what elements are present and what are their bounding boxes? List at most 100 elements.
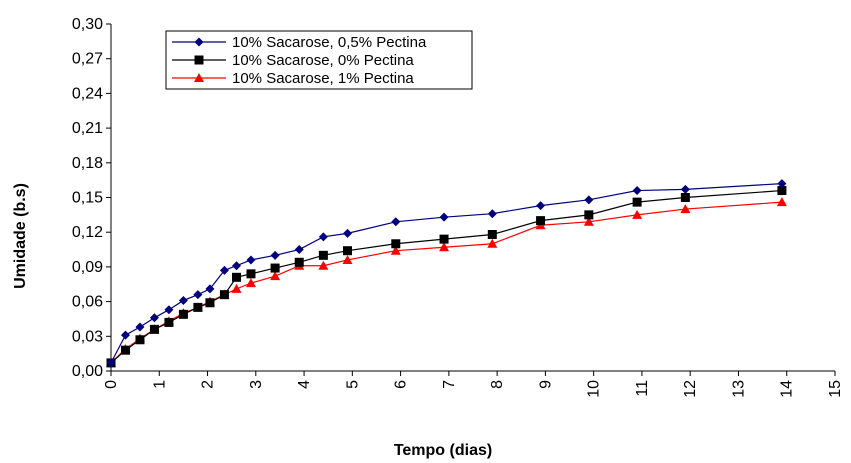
data-point bbox=[439, 242, 450, 252]
data-point bbox=[343, 228, 353, 238]
data-point bbox=[178, 309, 188, 319]
x-tick-label: 3 bbox=[248, 380, 265, 389]
data-point bbox=[193, 290, 203, 300]
data-point bbox=[231, 261, 241, 271]
data-point bbox=[487, 238, 498, 248]
x-tick-label: 12 bbox=[682, 380, 699, 398]
series-1 bbox=[106, 179, 787, 368]
data-point bbox=[680, 204, 691, 214]
legend-item: 10% Sacarose, 0,5% Pectina bbox=[172, 34, 427, 51]
data-point bbox=[294, 245, 304, 255]
data-point bbox=[164, 317, 174, 327]
y-tick-label: 0,12 bbox=[72, 224, 103, 241]
legend-item: 10% Sacarose, 0% Pectina bbox=[172, 52, 414, 69]
data-point bbox=[632, 186, 642, 196]
data-point bbox=[219, 265, 229, 275]
y-tick-label: 0,30 bbox=[72, 16, 103, 33]
data-point bbox=[231, 272, 241, 282]
data-point bbox=[149, 313, 159, 323]
legend-item: 10% Sacarose, 1% Pectina bbox=[172, 70, 414, 87]
data-point bbox=[343, 246, 353, 256]
data-point bbox=[294, 257, 304, 267]
data-point bbox=[487, 230, 497, 240]
data-point bbox=[135, 335, 145, 345]
data-point bbox=[536, 216, 546, 226]
y-tick-label: 0,09 bbox=[72, 259, 103, 276]
x-tick-label: 8 bbox=[489, 380, 506, 389]
data-point bbox=[776, 197, 787, 207]
data-point bbox=[680, 184, 690, 194]
data-point bbox=[270, 250, 280, 260]
data-point bbox=[680, 193, 690, 202]
y-tick-label: 0,00 bbox=[72, 363, 103, 380]
x-tick-label: 5 bbox=[344, 380, 361, 389]
data-point bbox=[245, 278, 256, 288]
x-tick-label: 14 bbox=[779, 380, 796, 398]
series-line bbox=[110, 201, 782, 364]
y-tick-label: 0,03 bbox=[72, 328, 103, 345]
data-point bbox=[439, 212, 449, 222]
legend-marker bbox=[194, 37, 204, 47]
x-tick-label: 11 bbox=[634, 380, 651, 397]
data-point bbox=[246, 255, 256, 265]
data-point bbox=[391, 217, 401, 227]
x-tick-label: 0 bbox=[103, 380, 120, 389]
data-point bbox=[193, 302, 203, 312]
legend-marker bbox=[194, 55, 204, 65]
data-point bbox=[318, 260, 329, 270]
data-point bbox=[231, 283, 242, 293]
data-point bbox=[205, 298, 215, 308]
legend-label: 10% Sacarose, 1% Pectina bbox=[232, 70, 414, 87]
x-tick-label: 4 bbox=[296, 380, 313, 389]
data-point bbox=[178, 295, 188, 305]
series-2 bbox=[106, 186, 787, 368]
y-tick-label: 0,18 bbox=[72, 155, 103, 172]
data-point bbox=[583, 216, 594, 226]
data-point bbox=[205, 284, 215, 294]
x-tick-label: 10 bbox=[586, 380, 603, 398]
x-tick-label: 15 bbox=[827, 380, 844, 398]
y-tick-label: 0,06 bbox=[72, 294, 103, 311]
x-tick-label: 1 bbox=[151, 380, 168, 389]
data-point bbox=[777, 186, 787, 196]
data-point bbox=[487, 209, 497, 219]
data-point bbox=[246, 269, 256, 279]
x-tick-label: 6 bbox=[393, 380, 410, 389]
data-point bbox=[164, 305, 174, 315]
data-point bbox=[536, 201, 546, 211]
x-tick-label: 7 bbox=[441, 380, 458, 389]
data-point bbox=[318, 232, 328, 242]
data-point bbox=[219, 290, 229, 300]
x-axis-title: Tempo (dias) bbox=[394, 442, 492, 459]
data-point bbox=[106, 358, 116, 368]
y-tick-label: 0,15 bbox=[72, 190, 103, 207]
data-point bbox=[777, 179, 787, 189]
plot-area: 0,00 0,03 0,06 0,09 0,12 0,15 0,18 0,21 0,24 0,27… bbox=[72, 16, 844, 398]
data-point bbox=[391, 239, 401, 249]
x-tick-label: 9 bbox=[537, 380, 554, 389]
y-axis-title: Umidade (b.s) bbox=[12, 183, 29, 289]
data-point bbox=[149, 324, 159, 334]
data-point bbox=[318, 250, 328, 260]
data-point bbox=[632, 197, 642, 207]
data-point bbox=[584, 210, 594, 220]
y-tick-label: 0,24 bbox=[72, 85, 103, 102]
x-tick-label: 13 bbox=[730, 380, 747, 398]
data-point bbox=[439, 234, 449, 244]
data-point bbox=[390, 245, 401, 255]
data-point bbox=[135, 322, 145, 332]
data-point bbox=[270, 263, 280, 273]
y-tick-label: 0,27 bbox=[72, 51, 103, 68]
y-tick-label: 0,21 bbox=[72, 120, 103, 137]
x-tick-label: 2 bbox=[200, 380, 217, 389]
data-point bbox=[120, 330, 130, 340]
series-line bbox=[110, 183, 782, 364]
data-point bbox=[584, 195, 594, 205]
legend-marker bbox=[194, 73, 204, 82]
data-point bbox=[632, 209, 643, 219]
legend-label: 10% Sacarose, 0% Pectina bbox=[232, 52, 414, 69]
data-point bbox=[342, 254, 353, 264]
legend-label: 10% Sacarose, 0,5% Pectina bbox=[232, 34, 427, 51]
